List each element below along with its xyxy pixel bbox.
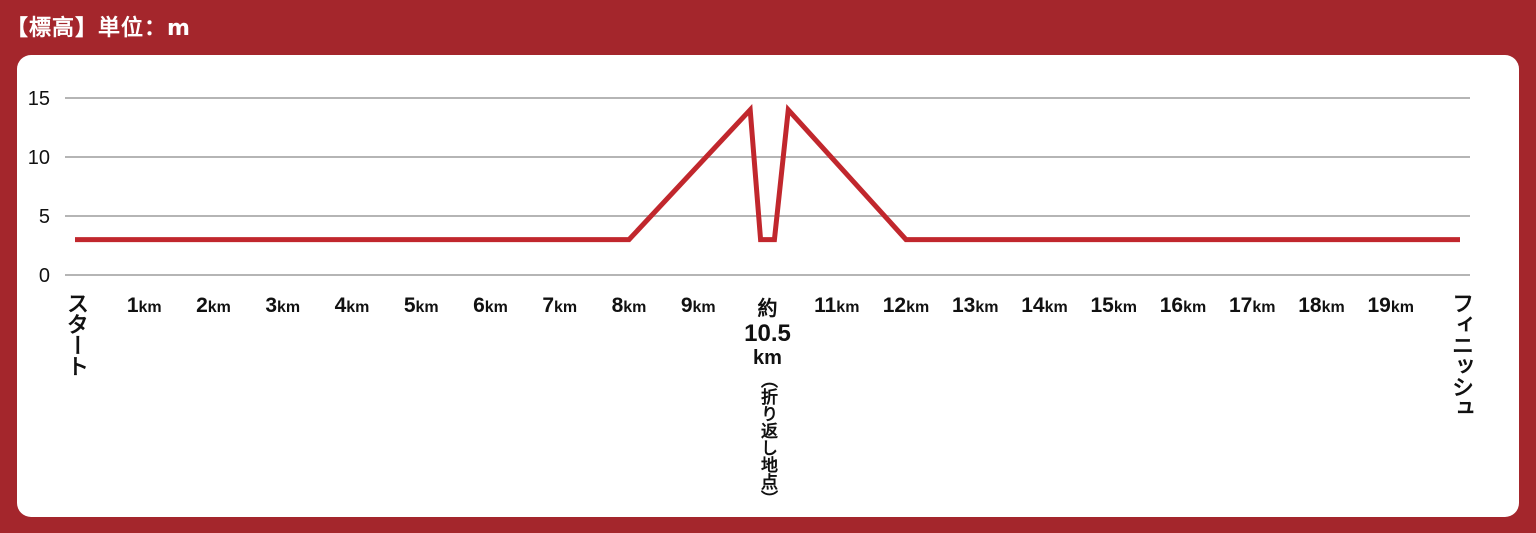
turnaround-label: 約 10.5 km （折り返し地点）: [744, 292, 791, 507]
x-tick-label: 8km: [611, 294, 647, 317]
x-tick-label: 4km: [334, 294, 370, 317]
turnaround-unit: km: [753, 347, 782, 369]
turnaround-note: （折り返し地点）: [757, 371, 777, 507]
x-tick-label: 1km: [126, 294, 162, 317]
y-tick-label: 15: [28, 88, 50, 110]
x-tick-label: 11km: [814, 294, 860, 317]
x-tick-label: 9km: [680, 294, 716, 317]
y-tick-label: 5: [39, 206, 50, 228]
x-tick-label: 18km: [1298, 294, 1345, 317]
x-tick-label: 12km: [882, 294, 930, 317]
x-tick-label: 15km: [1090, 294, 1137, 317]
x-tick-label: 5km: [403, 294, 439, 317]
x-tick-label: スタート: [63, 292, 88, 376]
y-tick-label: 10: [28, 147, 50, 169]
x-tick-label: フィニッシュ: [1448, 292, 1473, 418]
x-tick-label: 13km: [952, 294, 999, 317]
x-tick-label: 14km: [1021, 294, 1068, 317]
elevation-line: [75, 103, 1460, 243]
chart-title: 【標高】単位：m: [6, 16, 191, 41]
x-tick-label: 3km: [265, 294, 301, 317]
x-tick-label: 2km: [196, 294, 231, 317]
x-tick-label: 7km: [542, 294, 578, 317]
x-tick-label: 6km: [473, 294, 508, 317]
x-tick-label: 16km: [1159, 294, 1207, 317]
turnaround-distance: 10.5: [744, 320, 791, 347]
chart-card: [17, 55, 1519, 517]
x-tick-label: 17km: [1229, 294, 1276, 317]
x-tick-label: 19km: [1367, 294, 1414, 317]
turnaround-prefix: 約: [757, 296, 778, 320]
y-tick-label: 0: [39, 265, 50, 287]
